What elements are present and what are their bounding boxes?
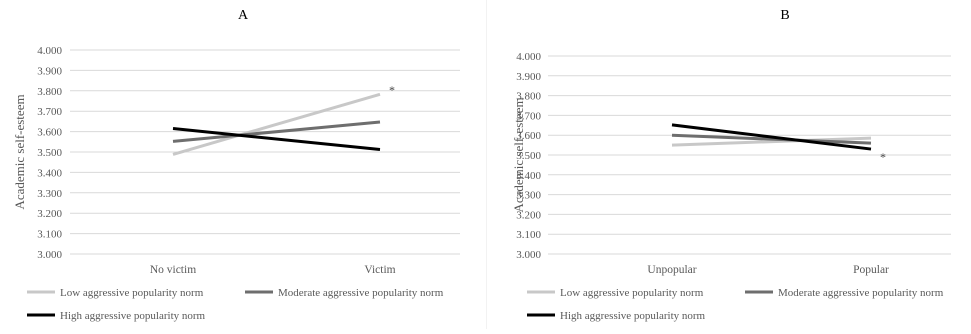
chart-b-title: B — [780, 8, 789, 23]
chart-b-significance-marker: * — [880, 150, 886, 164]
chart-a-y-tick-label: 3.700 — [37, 106, 62, 118]
chart-a-y-tick-label: 3.100 — [37, 229, 62, 241]
chart-a-y-tick-label: 3.500 — [37, 147, 62, 159]
chart-b-y-tick-label: 4.000 — [516, 51, 541, 63]
chart-a-y-tick-label: 3.600 — [37, 127, 62, 139]
chart-b-y-tick-label: 3.800 — [516, 91, 541, 103]
chart-a-y-tick-label: 3.800 — [37, 86, 62, 98]
chart-a-x-tick-label: No victim — [150, 264, 196, 276]
chart-b-y-tick-label: 3.000 — [516, 249, 541, 261]
chart-b-y-tick-label: 3.700 — [516, 110, 541, 122]
panel-divider — [486, 0, 487, 329]
chart-b-y-tick-label: 3.300 — [516, 190, 541, 202]
chart-a-series-line-3 — [172, 127, 381, 152]
chart-b-legend-label-3: High aggressive popularity norm — [560, 310, 706, 322]
chart-panel-a: A 3.000 3.100 3.200 3.300 3.400 3.500 3.600 3.70… — [0, 0, 487, 329]
chart-b-x-tick-label: Popular — [853, 264, 889, 276]
chart-b-y-tick-label: 3.200 — [516, 209, 541, 221]
chart-b-y-tick-label: 3.100 — [516, 229, 541, 241]
chart-a-y-tick-label: 3.200 — [37, 208, 62, 220]
chart-b-legend-label-1: Low aggressive popularity norm — [560, 287, 704, 299]
chart-a-x-tick-label: Victim — [364, 264, 395, 276]
chart-a-y-tick-label: 3.400 — [37, 167, 62, 179]
chart-b-series-line-1 — [671, 136, 872, 147]
chart-b-y-tick-label: 3.500 — [516, 150, 541, 162]
chart-a-series-line-2 — [172, 120, 381, 143]
chart-a-legend-label-1: Low aggressive popularity norm — [60, 287, 204, 299]
chart-a-title: A — [238, 8, 249, 23]
chart-a-y-axis-label: Academic self-esteem — [12, 94, 27, 209]
chart-a-svg: A 3.000 3.100 3.200 3.300 3.400 3.500 3.600 3.70… — [12, 8, 460, 322]
chart-b-series-line-2 — [671, 133, 872, 145]
chart-b-y-tick-label: 3.900 — [516, 71, 541, 83]
chart-panel-b: B 3.000 3.100 3.200 3.300 3.400 3.500 3.600 3.70… — [487, 0, 971, 329]
chart-b-x-tick-label: Unpopular — [647, 264, 696, 276]
chart-b-series-line-3 — [671, 123, 872, 151]
chart-a-y-tick-label: 4.000 — [37, 45, 62, 57]
chart-a-y-tick-label: 3.900 — [37, 65, 62, 77]
chart-a-y-tick-label: 3.000 — [37, 249, 62, 261]
chart-a-series-line-1 — [172, 92, 381, 156]
chart-b-y-tick-label: 3.400 — [516, 170, 541, 182]
chart-b-svg: B 3.000 3.100 3.200 3.300 3.400 3.500 3.600 3.70… — [511, 8, 951, 322]
chart-b-y-tick-label: 3.600 — [516, 130, 541, 142]
chart-a-y-tick-label: 3.300 — [37, 188, 62, 200]
chart-b-legend-label-2: Moderate aggressive popularity norm — [778, 287, 944, 299]
chart-a-significance-marker: * — [389, 83, 395, 97]
chart-b-y-axis-label: Academic self-esteem — [511, 97, 526, 212]
chart-a-legend-label-2: Moderate aggressive popularity norm — [278, 287, 444, 299]
chart-a-legend-label-3: High aggressive popularity norm — [60, 310, 206, 322]
